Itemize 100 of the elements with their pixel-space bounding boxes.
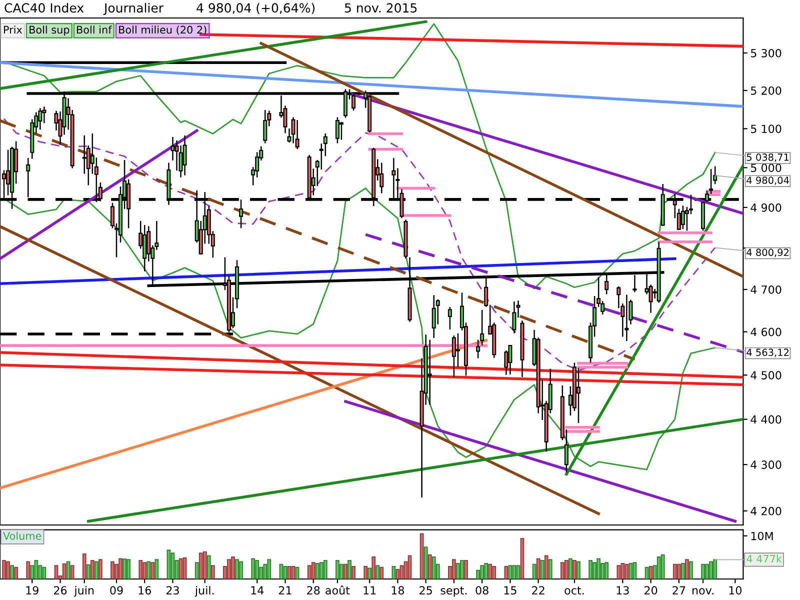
bar — [10, 565, 14, 579]
text: 5 nov. 2015 — [344, 3, 417, 13]
bar — [592, 562, 596, 579]
bar — [648, 566, 653, 579]
bar — [408, 555, 412, 579]
bar — [368, 568, 372, 579]
bar — [713, 559, 718, 579]
bar — [118, 558, 122, 579]
bar — [267, 559, 272, 579]
bar — [685, 559, 689, 579]
candlestick — [432, 295, 436, 338]
bar — [166, 550, 171, 579]
bar — [340, 564, 344, 579]
bar — [315, 562, 320, 579]
bar — [380, 566, 384, 579]
bar — [484, 562, 488, 579]
candlestick — [508, 344, 512, 374]
candlestick — [512, 301, 516, 334]
bar — [287, 566, 292, 579]
bar — [604, 562, 609, 579]
bar — [681, 562, 685, 579]
bar — [456, 562, 460, 579]
bar — [54, 565, 58, 579]
bar — [239, 561, 243, 579]
bar — [705, 564, 709, 579]
x-tick-label: 15 — [504, 586, 516, 595]
bar — [154, 559, 159, 579]
bar — [392, 566, 396, 579]
candlestick — [339, 122, 344, 140]
x-tick-label: oct. — [564, 586, 584, 595]
bar — [2, 560, 6, 579]
x-tick-label: 16 — [138, 586, 151, 595]
bar — [568, 558, 572, 579]
bar — [512, 565, 516, 579]
bar — [424, 546, 428, 579]
candlestick — [624, 294, 629, 342]
bar — [344, 564, 348, 579]
bar — [178, 558, 183, 579]
text: Boll sup — [30, 26, 70, 36]
bar — [251, 558, 256, 579]
bar — [656, 556, 661, 579]
bar — [198, 552, 203, 579]
candlestick — [576, 368, 580, 424]
annotation: 5 038,71 — [746, 154, 789, 162]
x-tick-label: 28 — [307, 586, 320, 595]
bar — [170, 552, 175, 579]
text: Boll inf — [77, 26, 112, 34]
bar — [540, 560, 544, 579]
bar — [14, 566, 18, 579]
bar — [194, 562, 199, 579]
bar — [588, 560, 592, 579]
bar — [676, 564, 681, 579]
bar — [202, 551, 207, 579]
bar — [616, 565, 621, 579]
candlestick — [452, 335, 456, 378]
bar — [689, 561, 693, 579]
text: Boll milieu (20 2) — [119, 26, 206, 35]
bar — [624, 564, 629, 579]
bar — [82, 553, 86, 579]
bar — [279, 564, 284, 579]
annotation: 4 563,12 — [746, 348, 788, 358]
x-tick-label: 22 — [532, 586, 544, 594]
x-tick-label: 11 — [364, 586, 376, 594]
bar — [182, 557, 187, 579]
bar — [70, 565, 74, 579]
x-tick-label: 08 — [476, 586, 488, 595]
bar — [26, 561, 30, 579]
x-tick-label: sept. — [440, 586, 467, 597]
bar — [709, 561, 713, 579]
x-tick-label: 20 — [644, 586, 658, 595]
bar — [323, 560, 328, 579]
x-tick-label: 27 — [672, 586, 686, 594]
x-tick-label: juil. — [194, 586, 214, 597]
bar — [492, 566, 496, 579]
bar — [620, 562, 625, 579]
x-tick-label: 09 — [110, 586, 123, 595]
bar — [255, 560, 260, 579]
bar — [376, 565, 380, 579]
y-tick-label: 4 400 — [750, 415, 782, 424]
bar — [146, 561, 151, 579]
line-series — [3, 118, 716, 371]
bar — [307, 565, 312, 579]
candlestick — [428, 340, 432, 405]
bar — [672, 564, 677, 579]
candlestick — [82, 135, 86, 174]
y-tick-label: 5 300 — [751, 48, 782, 58]
bar — [464, 560, 468, 579]
annotation: 4 800,92 — [746, 248, 788, 258]
bar — [576, 561, 580, 579]
bar — [150, 562, 155, 579]
bar — [138, 560, 143, 579]
x-tick-label: 19 — [26, 586, 38, 595]
chart-title: CAC40 Index — [4, 2, 84, 13]
bar — [400, 565, 404, 579]
candlestick — [295, 120, 300, 150]
bar — [210, 565, 215, 579]
bar — [420, 533, 424, 579]
x-tick-label: 21 — [278, 586, 292, 594]
chart-subtitle: Journalier — [103, 2, 164, 15]
bar — [596, 558, 601, 579]
